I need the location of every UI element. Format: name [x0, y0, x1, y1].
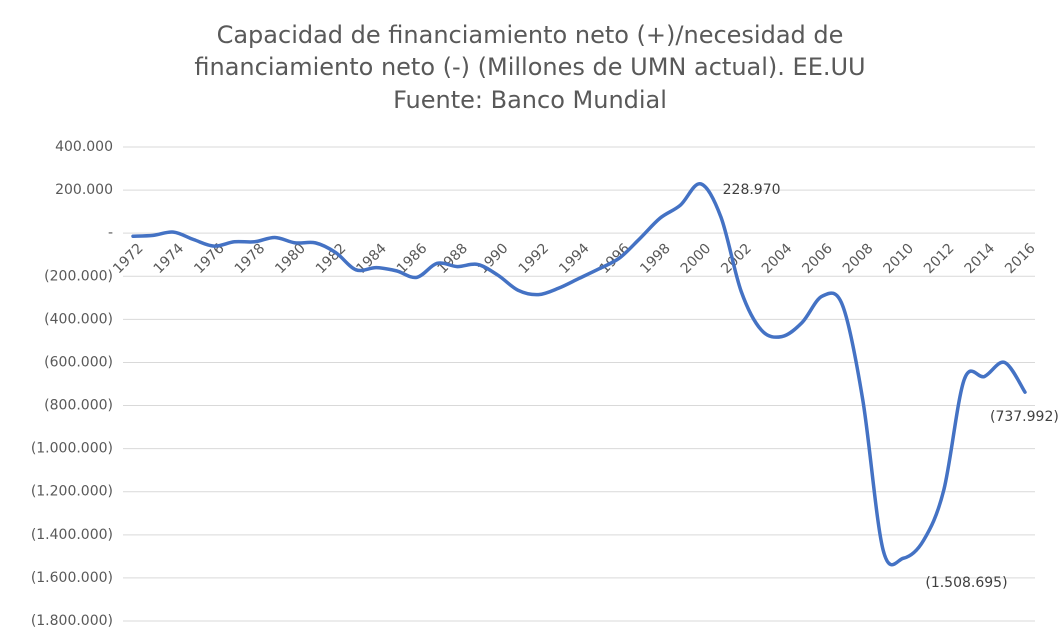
y-tick-label: (600.000): [44, 354, 113, 370]
chart-title: Capacidad de financiamiento neto (+)/nec…: [217, 21, 844, 49]
x-tick-label: 1974: [151, 240, 188, 277]
y-tick-label: (800.000): [44, 398, 113, 414]
x-tick-label: 2000: [678, 241, 715, 278]
x-tick-label: 1998: [637, 241, 674, 278]
x-tick-label: 2012: [921, 241, 958, 278]
y-tick-label: -: [108, 225, 113, 241]
y-tick-label: 400.000: [55, 139, 113, 155]
x-tick-label: 1988: [435, 241, 472, 278]
data-label: 228.970: [723, 182, 781, 198]
x-tick-label: 2004: [759, 240, 796, 277]
y-tick-label: 200.000: [55, 182, 113, 198]
y-tick-label: (1.400.000): [31, 527, 113, 543]
y-tick-label: (200.000): [44, 268, 113, 284]
x-tick-label: 1992: [516, 241, 553, 278]
y-tick-label: (1.000.000): [31, 441, 113, 457]
x-tick-label: 1994: [556, 240, 593, 277]
data-line: [131, 182, 1027, 567]
data-label: (737.992): [990, 409, 1059, 425]
x-tick-label: 2008: [840, 241, 877, 278]
x-tick-label: 2010: [881, 241, 918, 278]
y-tick-label: (400.000): [44, 311, 113, 327]
y-tick-label: (1.600.000): [31, 570, 113, 586]
x-tick-label: 1980: [272, 241, 309, 278]
y-tick-label: (1.200.000): [31, 484, 113, 500]
x-tick-label: 1996: [597, 240, 634, 277]
x-tick-label: 2014: [962, 240, 999, 277]
x-tick-label: 2006: [799, 240, 836, 277]
x-tick-label: 2016: [1002, 240, 1039, 277]
chart-subtitle: Fuente: Banco Mundial: [393, 86, 667, 114]
data-label: (1.508.695): [925, 575, 1007, 591]
x-tick-label: 1978: [232, 241, 269, 278]
y-tick-label: (1.800.000): [31, 613, 113, 629]
chart-title: financiamiento neto (-) (Millones de UMN…: [194, 53, 865, 81]
x-tick-label: 1972: [110, 241, 147, 278]
